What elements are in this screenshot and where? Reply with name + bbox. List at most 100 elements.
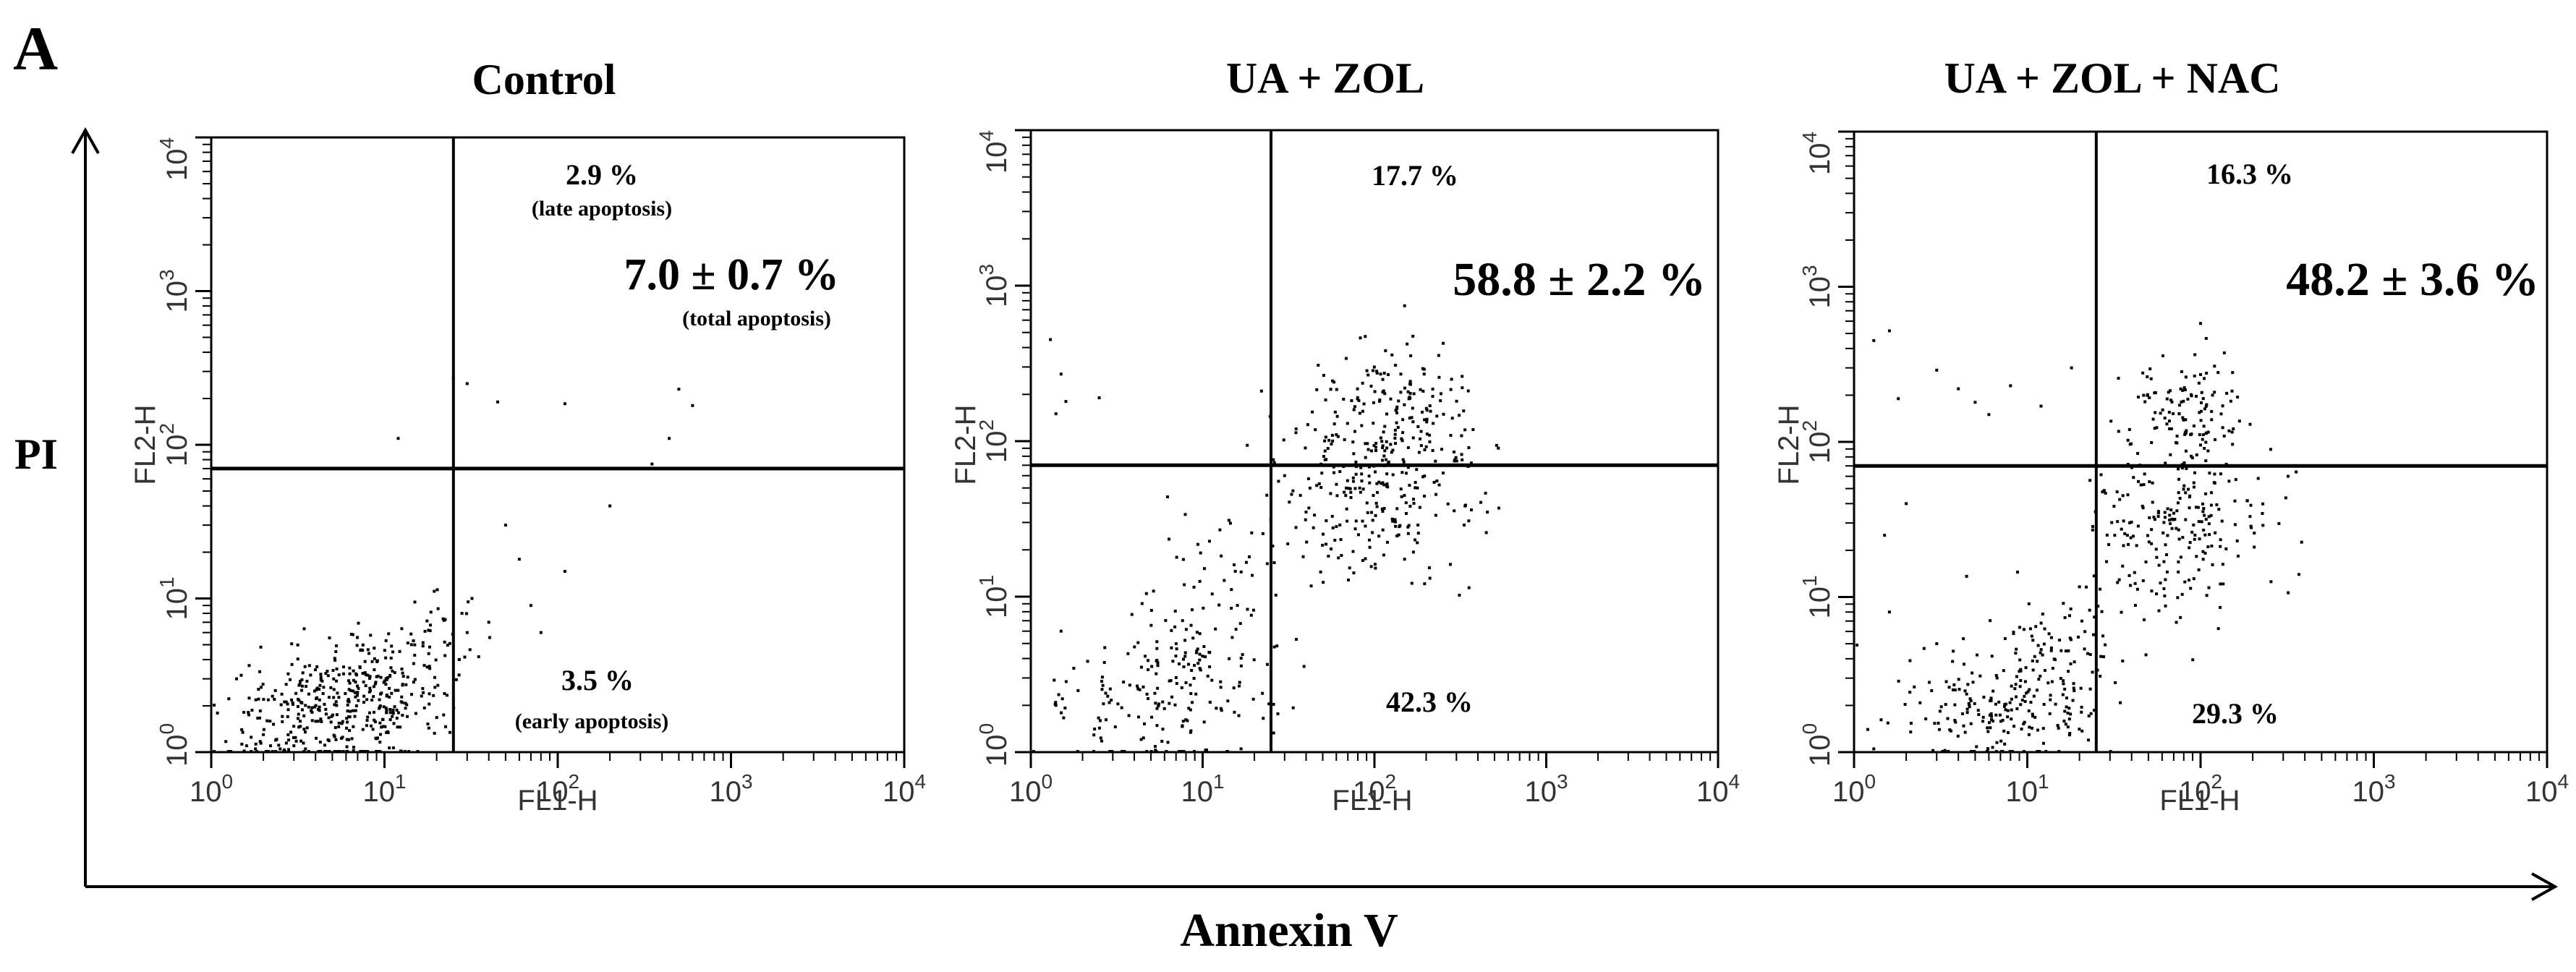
event-dot xyxy=(1150,665,1154,668)
event-dot xyxy=(2248,515,2252,519)
event-dot xyxy=(1399,391,1403,394)
event-dot xyxy=(2039,648,2043,652)
event-dot xyxy=(254,747,258,751)
event-dot xyxy=(427,652,430,655)
event-dot xyxy=(399,749,403,753)
event-dot xyxy=(1419,388,1422,391)
event-dot xyxy=(2121,659,2125,662)
event-dot xyxy=(334,644,338,647)
event-dot xyxy=(1202,644,1206,648)
event-dot xyxy=(1406,446,1410,449)
event-dot xyxy=(1194,651,1198,655)
event-dot xyxy=(347,688,351,691)
event-dot xyxy=(1346,519,1349,523)
event-dot xyxy=(2099,473,2103,477)
event-dot xyxy=(1943,749,1947,752)
event-dot xyxy=(2192,523,2195,526)
y-tick-label: 102 xyxy=(156,423,193,466)
event-dot xyxy=(2069,662,2073,665)
event-dot xyxy=(2142,483,2146,487)
event-dot xyxy=(1374,470,1377,474)
event-dot xyxy=(1320,472,1324,475)
event-dot xyxy=(465,631,469,634)
event-dot xyxy=(2183,431,2187,435)
event-dot xyxy=(1313,513,1317,517)
event-dot xyxy=(323,743,326,747)
event-dot xyxy=(1294,431,1298,435)
outer-x-axis-arrow xyxy=(2531,872,2559,901)
event-dot xyxy=(1938,709,1942,713)
event-dot xyxy=(290,698,294,702)
event-dot xyxy=(463,655,467,659)
x-tick-label: 100 xyxy=(1832,770,1876,808)
event-dot xyxy=(1149,608,1153,612)
event-dot xyxy=(1416,425,1420,428)
event-dot xyxy=(265,719,269,722)
event-dot xyxy=(370,660,374,663)
event-dot xyxy=(262,698,265,702)
event-dot xyxy=(2087,715,2091,718)
event-dot xyxy=(1352,571,1356,575)
total-apoptosis-note: (total apoptosis) xyxy=(682,307,831,331)
event-dot xyxy=(1379,372,1382,376)
event-dot xyxy=(1333,410,1337,414)
event-dot xyxy=(2201,502,2204,506)
event-dot xyxy=(1973,401,1977,404)
event-dot xyxy=(354,704,358,707)
event-dot xyxy=(2202,528,2206,532)
event-dot xyxy=(2177,404,2181,407)
x-tick-label: 103 xyxy=(1524,770,1568,808)
event-dot xyxy=(1244,560,1248,564)
event-dot xyxy=(390,691,394,695)
event-dot xyxy=(1165,495,1169,499)
event-dot xyxy=(1497,506,1500,510)
event-dot xyxy=(1856,643,1859,647)
event-dot xyxy=(313,705,316,709)
event-dot xyxy=(2091,633,2095,636)
event-dot xyxy=(1230,607,1233,610)
event-dot xyxy=(1262,717,1265,720)
event-dot xyxy=(2219,412,2223,416)
event-dot xyxy=(1219,707,1223,710)
event-dot xyxy=(1425,432,1429,436)
event-dot xyxy=(1981,715,1985,719)
event-dot xyxy=(1097,716,1100,720)
event-dot xyxy=(2041,612,2044,615)
event-dot xyxy=(383,725,387,728)
event-dot xyxy=(2212,481,2216,485)
event-dot xyxy=(2031,715,2034,718)
event-dot xyxy=(2080,710,2083,714)
event-dot xyxy=(1139,665,1143,669)
event-dot xyxy=(310,709,313,712)
event-dot xyxy=(304,730,307,734)
event-dot xyxy=(1342,397,1346,401)
event-dot xyxy=(1294,638,1298,641)
event-dot xyxy=(1232,686,1236,690)
event-dot xyxy=(2091,528,2094,532)
event-dot xyxy=(1486,511,1489,514)
event-dot xyxy=(347,698,350,702)
event-dot xyxy=(2116,520,2120,524)
event-dot xyxy=(1170,695,1174,699)
event-dot xyxy=(356,694,360,697)
event-dot xyxy=(1354,472,1358,476)
event-dot xyxy=(2008,701,2012,704)
event-dot xyxy=(2220,519,2224,523)
event-dot xyxy=(2041,653,2044,657)
panel-title: UA + ZOL xyxy=(1226,54,1424,102)
event-dot xyxy=(1348,566,1351,570)
event-dot xyxy=(1315,388,1319,391)
event-dot xyxy=(412,662,415,665)
event-dot xyxy=(1252,658,1256,662)
event-dot xyxy=(1408,484,1411,487)
event-dot xyxy=(2146,393,2149,396)
event-dot xyxy=(1390,451,1393,454)
event-dot xyxy=(287,748,291,751)
event-dot xyxy=(296,704,299,708)
event-dot xyxy=(367,711,371,715)
event-dot xyxy=(2023,680,2027,683)
event-dot xyxy=(324,712,328,716)
event-dot xyxy=(1397,399,1400,403)
event-dot xyxy=(433,731,436,735)
event-dot xyxy=(378,704,382,708)
